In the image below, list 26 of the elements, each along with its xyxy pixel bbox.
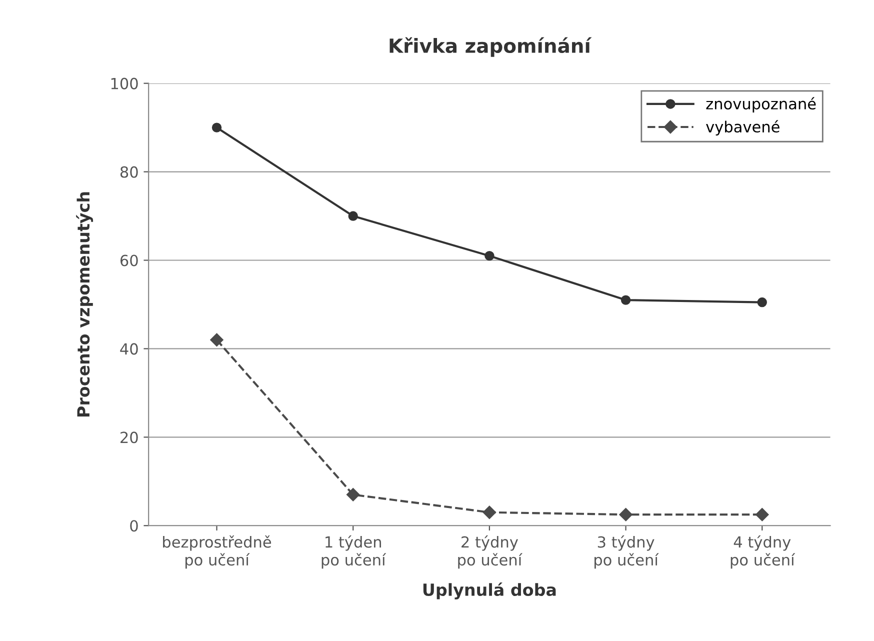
legend-label: znovupoznané: [706, 97, 816, 112]
point: [620, 295, 631, 305]
chart-title: Křivka zapomínání: [390, 37, 592, 57]
point: [348, 211, 358, 221]
x-axis-title: Uplynulá doba: [423, 582, 556, 600]
x-tick-label: 3 týdny po učení: [594, 535, 659, 569]
x-tick-label: 4 týdny po učení: [730, 535, 796, 569]
x-tick-label: 2 týdny po učení: [458, 535, 522, 569]
y-tick-label: 40: [120, 343, 138, 355]
y-tick-label: 100: [111, 78, 138, 90]
point: [619, 508, 632, 522]
point: [210, 333, 224, 346]
point: [212, 122, 222, 132]
point: [482, 506, 496, 519]
y-tick-label: 80: [120, 166, 138, 178]
y-axis-title: Procento vzpomenutých: [76, 192, 94, 416]
point: [346, 488, 360, 502]
legend-label: vybavené: [706, 120, 780, 136]
x-tick-label: bezprostředně po učení: [163, 535, 272, 569]
y-tick-label: 60: [120, 254, 138, 266]
point: [484, 250, 494, 261]
y-tick-label: 20: [120, 432, 138, 444]
y-tick-label: 0: [130, 520, 138, 532]
point: [757, 297, 767, 308]
point: [756, 508, 769, 522]
x-tick-label: 1 týden po učení: [322, 535, 386, 569]
